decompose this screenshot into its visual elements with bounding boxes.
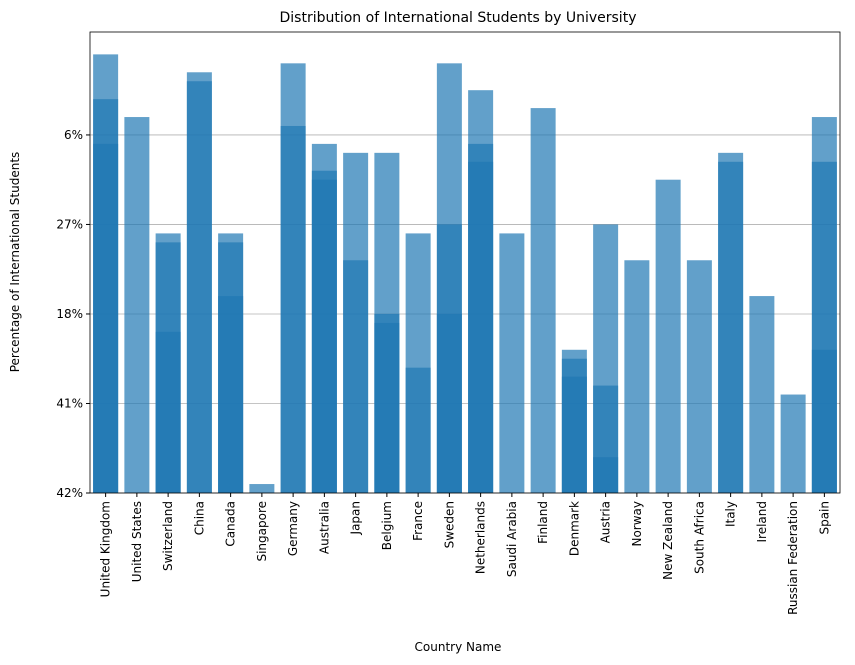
bar bbox=[749, 296, 775, 493]
y-tick-label: 27% bbox=[56, 217, 83, 231]
bar bbox=[530, 108, 556, 494]
bar bbox=[811, 349, 837, 493]
x-tick-label: Saudi Arabia bbox=[505, 501, 519, 577]
bar bbox=[218, 296, 244, 493]
bar bbox=[780, 394, 806, 493]
x-tick-label: Canada bbox=[224, 501, 238, 547]
bar bbox=[436, 313, 462, 493]
x-tick-label: Denmark bbox=[567, 501, 581, 556]
x-tick-label: Italy bbox=[724, 501, 738, 527]
plot-frame bbox=[89, 31, 841, 494]
bar bbox=[499, 233, 525, 493]
x-tick-label: Finland bbox=[536, 501, 550, 544]
x-tick-label: Germany bbox=[286, 501, 300, 556]
bar bbox=[655, 179, 681, 493]
y-tick-label: 6% bbox=[64, 128, 83, 142]
bar bbox=[468, 161, 494, 493]
bar bbox=[561, 376, 587, 493]
x-tick-label: Ireland bbox=[755, 501, 769, 543]
y-tick-label: 42% bbox=[56, 486, 83, 500]
x-tick-label: Japan bbox=[349, 501, 363, 535]
bar bbox=[93, 143, 119, 494]
bar bbox=[593, 457, 619, 493]
y-tick-label: 41% bbox=[56, 396, 83, 410]
x-tick-label: Norway bbox=[630, 501, 644, 547]
x-tick-label: France bbox=[411, 501, 425, 541]
x-tick-label: United States bbox=[130, 501, 144, 582]
x-tick-label: Russian Federation bbox=[786, 501, 800, 615]
x-tick-label: Switzerland bbox=[161, 501, 175, 571]
x-tick-label: Belgium bbox=[380, 501, 394, 550]
bar bbox=[686, 260, 712, 493]
bar bbox=[280, 125, 306, 493]
x-tick-label: South Africa bbox=[692, 501, 706, 574]
x-tick-label: Singapore bbox=[255, 501, 269, 562]
x-tick-label: New Zealand bbox=[661, 501, 675, 580]
x-tick-label: Netherlands bbox=[474, 501, 488, 574]
y-axis-title: Percentage of International Students bbox=[8, 152, 22, 373]
bar bbox=[624, 260, 650, 493]
chart-title: Distribution of International Students b… bbox=[280, 10, 637, 26]
bar bbox=[343, 260, 369, 493]
bar bbox=[718, 161, 744, 493]
bar bbox=[124, 117, 150, 494]
bar bbox=[155, 331, 181, 493]
y-tick-label: 18% bbox=[56, 307, 83, 321]
x-tick-label: Austria bbox=[599, 501, 613, 543]
x-tick-label: China bbox=[192, 501, 206, 535]
x-axis-title: Country Name bbox=[415, 640, 502, 654]
bar bbox=[405, 367, 431, 493]
bar bbox=[186, 81, 212, 494]
bar bbox=[249, 484, 275, 493]
bar bbox=[311, 179, 337, 493]
x-tick-label: United Kingdom bbox=[99, 501, 113, 597]
x-tick-label: Australia bbox=[317, 501, 331, 554]
x-tick-label: Sweden bbox=[442, 501, 456, 548]
x-tick-label: Spain bbox=[817, 501, 831, 535]
bar bbox=[374, 322, 400, 493]
